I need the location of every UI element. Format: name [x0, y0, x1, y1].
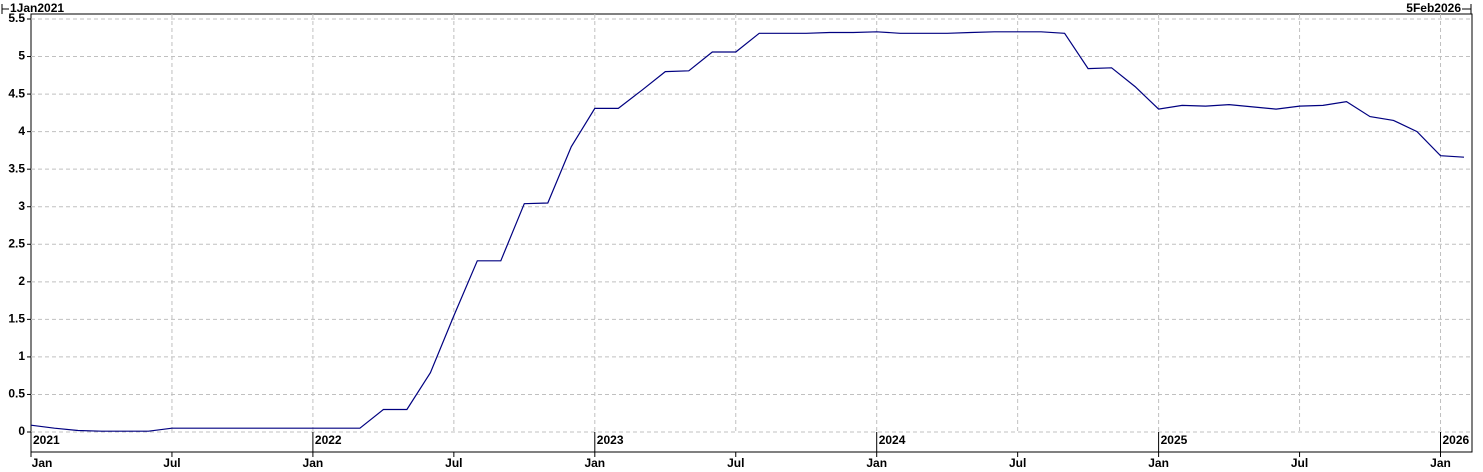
year-label: 2026 [1443, 433, 1470, 447]
y-tick-label: 3 [18, 199, 25, 213]
x-tick-label: Jul [163, 456, 180, 470]
x-tick-label: Jul [445, 456, 462, 470]
y-tick-label: 2.5 [8, 236, 25, 250]
year-label: 2025 [1161, 433, 1188, 447]
y-tick-label: 4 [18, 124, 25, 138]
x-tick-label: Jan [32, 456, 53, 470]
x-tick-label: Jul [1009, 456, 1026, 470]
line-series [30, 31, 1465, 432]
x-tick-label: Jan [584, 456, 605, 470]
y-tick-label: 2 [18, 274, 25, 288]
x-tick-label: Jul [1291, 456, 1308, 470]
x-tick-label: Jan [303, 456, 324, 470]
x-tick-label: Jan [866, 456, 887, 470]
start-label: 1Jan2021 [10, 1, 64, 15]
x-tick-label: Jul [727, 456, 744, 470]
y-tick-label: 5 [18, 49, 25, 63]
x-tick-label: Jan [1148, 456, 1169, 470]
y-tick-label: 0 [18, 424, 25, 438]
year-label: 2022 [315, 433, 342, 447]
year-label: 2023 [597, 433, 624, 447]
y-tick-label: 1 [18, 349, 25, 363]
end-label: 5Feb2026 [1406, 1, 1461, 15]
y-tick-label: 0.5 [8, 387, 25, 401]
y-tick-label: 4.5 [8, 86, 25, 100]
y-tick-label: 3.5 [8, 161, 25, 175]
y-tick-label: 5.5 [8, 11, 25, 25]
year-label: 2021 [33, 433, 60, 447]
plot-frame [30, 13, 1473, 453]
y-tick-label: 1.5 [8, 312, 25, 326]
x-tick-label: Jan [1430, 456, 1451, 470]
year-label: 2024 [879, 433, 906, 447]
